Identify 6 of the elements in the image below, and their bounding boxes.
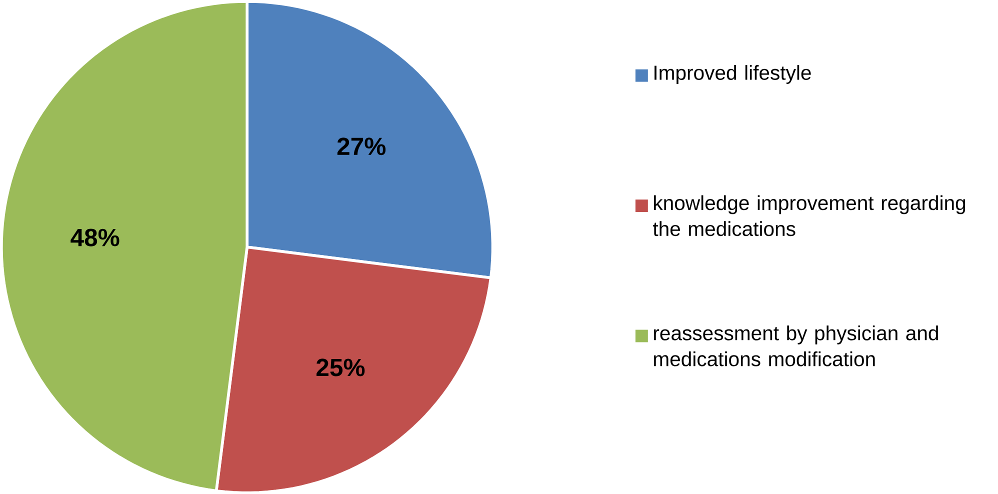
- data-label: 27%: [337, 138, 386, 156]
- legend-label: reassessment by physician and medications modification: [654, 325, 938, 366]
- legend-label: Improved lifestyle: [654, 64, 811, 84]
- legend-label: knowledge improvement regarding the medications: [652, 195, 966, 236]
- data-label: 48%: [70, 228, 120, 246]
- data-label: 25%: [316, 358, 365, 376]
